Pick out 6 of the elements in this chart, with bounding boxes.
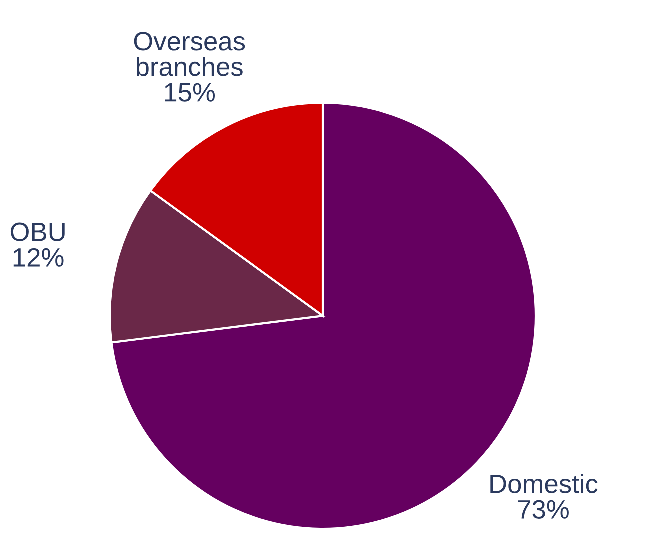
data-label: 15% — [165, 83, 216, 102]
slice-label: OBU — [10, 222, 65, 242]
slice-label: Domestic — [490, 474, 598, 494]
data-label: 12% — [14, 248, 64, 267]
slice-label: Overseas branches — [134, 32, 246, 76]
data-label: 73% — [518, 500, 569, 519]
